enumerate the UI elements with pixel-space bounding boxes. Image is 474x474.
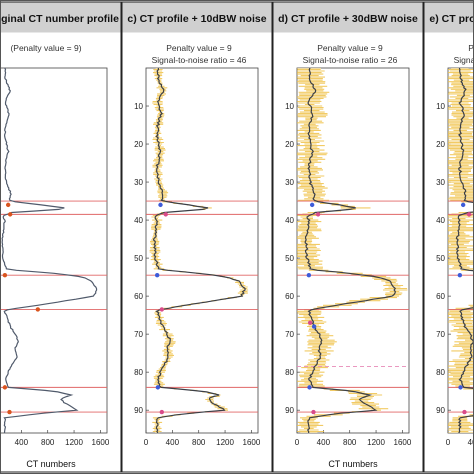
ct-profile-line: [304, 68, 397, 433]
boundary-marker: [7, 409, 12, 415]
x-tick-label: 800: [41, 438, 55, 447]
boundary-marker: [5, 202, 11, 208]
panel-title: b) Original CT number profile: [0, 13, 119, 25]
y-tick-label: 20: [285, 140, 294, 149]
boundary-marker: [466, 212, 472, 217]
x-tick-label: 400: [166, 438, 180, 447]
boundary-marker: [460, 202, 466, 208]
ct-profile-line: [455, 68, 474, 433]
y-tick-label: 90: [285, 406, 294, 415]
boundary-marker: [155, 273, 160, 278]
y-tick-label: 10: [285, 102, 294, 111]
panel-header: [0, 2, 121, 33]
y-tick-label: 60: [134, 292, 143, 301]
panel-title: e) CT profile + 40dBW noise: [429, 13, 474, 25]
x-tick-label: 0: [144, 438, 149, 447]
x-tick-label: 0: [295, 438, 300, 447]
y-tick-label: 90: [134, 406, 143, 415]
y-tick-label: 80: [134, 368, 143, 377]
panel-title: d) CT profile + 30dBW noise: [278, 13, 418, 25]
y-tick-label: 40: [285, 216, 294, 225]
x-tick-label: 400: [468, 438, 474, 447]
x-tick-label: 800: [343, 438, 357, 447]
boundary-marker: [307, 385, 312, 390]
x-axis-label: CT numbers: [26, 459, 76, 469]
boundary-marker: [163, 212, 168, 217]
panel-header: [122, 2, 272, 33]
y-tick-label: 50: [285, 254, 294, 263]
x-tick-label: 400: [15, 438, 29, 447]
y-tick-label: 30: [134, 178, 143, 187]
plot-area: [0, 67, 108, 434]
panel-2: c) CT profile + 10dBW noise Penalty value…: [121, 1, 273, 473]
panel-1: b) Original CT number profile (Penalty va…: [0, 1, 122, 473]
plot-contents: [0, 68, 107, 433]
y-tick-label: 30: [436, 178, 445, 187]
y-tick-label: 60: [285, 292, 294, 301]
y-tick-label: 10: [436, 102, 445, 111]
boundary-marker: [35, 307, 41, 312]
y-tick-label: 80: [285, 368, 294, 377]
y-tick-label: 40: [436, 216, 445, 225]
boundary-marker: [315, 212, 321, 217]
panel-3: d) CT profile + 30dBW noise Penalty value…: [272, 1, 424, 473]
boundary-marker: [309, 202, 315, 208]
x-axis-label: CT numbers: [328, 459, 378, 469]
boundary-marker: [2, 273, 8, 278]
boundary-marker: [311, 409, 316, 415]
y-tick-label: 70: [436, 330, 445, 339]
panel-annotation: Penalty value = 9: [468, 43, 474, 53]
x-tick-label: 1200: [65, 438, 83, 447]
panel-annotation: (Penalty value = 9): [10, 43, 81, 53]
y-tick-label: 20: [134, 140, 143, 149]
boundary-marker: [307, 320, 313, 325]
plot-contents: [448, 68, 474, 433]
boundary-marker: [155, 385, 161, 390]
boundary-marker: [462, 409, 467, 415]
x-tick-label: 1600: [92, 438, 110, 447]
x-tick-label: 1200: [367, 438, 385, 447]
y-tick-label: 70: [134, 330, 143, 339]
y-tick-label: 20: [436, 140, 445, 149]
ct-profile-line: [152, 68, 246, 433]
y-tick-label: 50: [134, 254, 143, 263]
plot-contents: [146, 68, 258, 433]
boundary-marker: [306, 273, 312, 278]
x-tick-label: 1600: [243, 438, 261, 447]
panel-annotation: Signal-to-noise ratio = 46: [152, 55, 247, 65]
boundary-marker: [457, 273, 463, 278]
panel-header: [273, 2, 423, 33]
boundary-marker: [159, 409, 165, 415]
panel-4: e) CT profile + 40dBW noise Penalty value…: [423, 1, 474, 473]
y-tick-label: 70: [285, 330, 294, 339]
x-tick-label: 1200: [216, 438, 234, 447]
x-tick-label: 800: [192, 438, 206, 447]
y-tick-label: 40: [134, 216, 143, 225]
x-tick-label: 1600: [394, 438, 412, 447]
panel-annotation: Signal-to-noise ratio = 26: [303, 55, 398, 65]
boundary-marker: [159, 307, 165, 312]
boundary-marker: [458, 385, 463, 390]
y-tick-label: 10: [134, 102, 143, 111]
x-tick-label: 400: [317, 438, 331, 447]
boundary-marker: [311, 324, 317, 329]
y-tick-label: 80: [436, 368, 445, 377]
x-tick-label: 0: [446, 438, 451, 447]
boundary-marker: [2, 385, 8, 390]
boundary-marker: [158, 202, 163, 208]
panel-title: c) CT profile + 10dBW noise: [127, 13, 266, 25]
panel-annotation: Signal-to-noise ratio = 16: [454, 55, 474, 65]
plot-contents: [297, 68, 409, 433]
y-tick-label: 90: [436, 406, 445, 415]
y-tick-label: 60: [436, 292, 445, 301]
y-tick-label: 30: [285, 178, 294, 187]
panel-annotation: Penalty value = 9: [166, 43, 232, 53]
boundary-marker: [7, 212, 13, 217]
ct-profile-line: [1, 68, 98, 433]
y-tick-label: 50: [436, 254, 445, 263]
panel-annotation: Penalty value = 9: [317, 43, 383, 53]
panel-header: [424, 2, 474, 33]
